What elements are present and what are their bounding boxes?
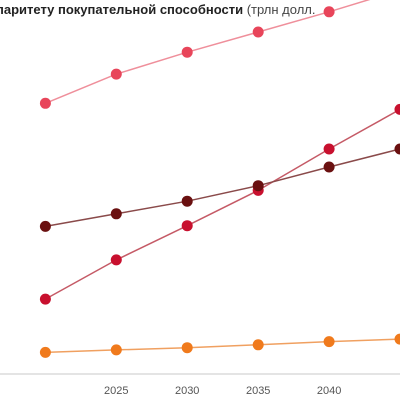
series-2 — [39, 103, 400, 305]
series-1-point-2030 — [181, 46, 193, 58]
series-3-point-2025 — [110, 208, 122, 220]
series-4-point-2030 — [181, 342, 193, 354]
series-3-point-2040 — [323, 161, 335, 173]
series-3-point-2045 — [394, 143, 400, 155]
chart-title-unit: (трлн долл. — [246, 2, 316, 17]
series-1-point-2040 — [323, 6, 335, 18]
series-4-point-2020 — [39, 346, 51, 358]
series-1 — [39, 0, 371, 109]
series-2-point-2025 — [110, 254, 122, 266]
x-tick-label-2025: 2025 — [104, 385, 128, 397]
series-2-point-2040 — [323, 143, 335, 155]
x-tick-labels: 2025 2030 2035 2040 — [104, 385, 341, 397]
chart-title: паритету покупательной способности (трлн… — [0, 2, 315, 18]
series-4-line — [45, 338, 400, 354]
series-4-point-2025 — [110, 344, 122, 356]
x-tick-label-2040: 2040 — [317, 385, 341, 397]
series-1-point-2035 — [252, 26, 264, 38]
series-3-point-2035 — [252, 180, 264, 192]
series-3-point-2020 — [39, 220, 51, 232]
series-2-line — [45, 108, 400, 300]
series-4-point-2040 — [323, 336, 335, 348]
series-3 — [39, 143, 400, 232]
series-4-point-2035 — [252, 339, 264, 351]
series-1-line — [45, 0, 371, 104]
series-4 — [39, 333, 400, 358]
series-2-point-2020 — [39, 293, 51, 305]
chart-title-main: паритету покупательной способности — [0, 2, 244, 17]
x-tick-label-2035: 2035 — [246, 385, 270, 397]
series-2-point-2030 — [181, 220, 193, 232]
series-1-point-2025 — [110, 68, 122, 80]
series-3-point-2030 — [181, 195, 193, 207]
series-4-point-2045 — [394, 333, 400, 345]
series-2-point-2045 — [394, 103, 400, 115]
series-1-point-2020 — [39, 97, 51, 109]
series-layer — [39, 0, 400, 358]
series-3-line — [45, 148, 400, 228]
x-tick-label-2030: 2030 — [175, 385, 199, 397]
